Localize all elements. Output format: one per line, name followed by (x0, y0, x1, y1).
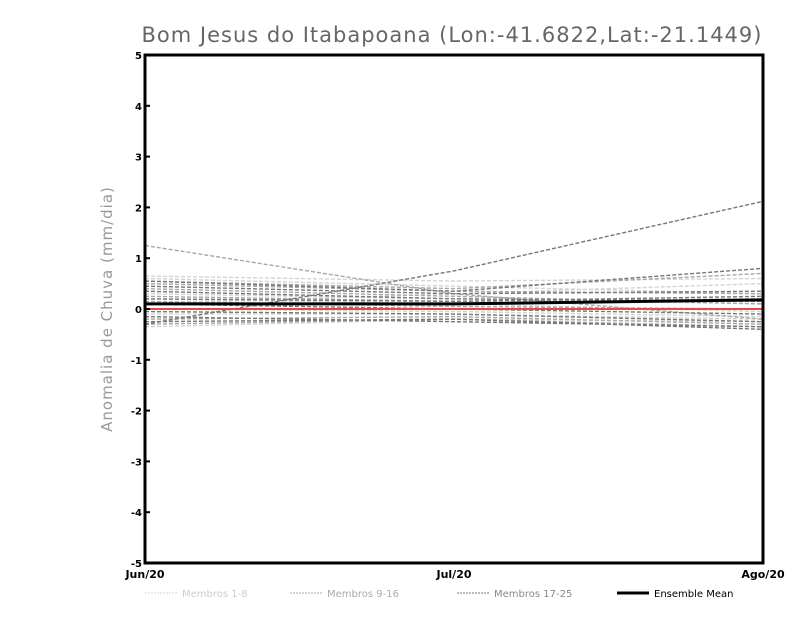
x-tick-label: Jul/20 (435, 568, 471, 581)
member-line-2-3 (144, 295, 764, 303)
legend-label: Membros 17-25 (494, 589, 572, 600)
y-tick-label: 0 (135, 305, 142, 316)
y-tick-label: 5 (135, 51, 142, 62)
y-tick-label: 3 (135, 153, 142, 164)
member-line-2-2 (144, 285, 764, 295)
y-tick-label: -1 (131, 356, 142, 367)
ensemble-mean-line (145, 298, 764, 306)
member-line-2-5 (144, 318, 764, 331)
chart-title: Bom Jesus do Itabapoana (Lon:-41.6822,La… (142, 23, 763, 47)
member-line-0-0 (144, 275, 764, 282)
legend-label: Membros 9-16 (327, 589, 399, 600)
legend-label: Membros 1-8 (182, 589, 248, 600)
member-line-1-1 (144, 272, 764, 290)
member-line-2-0 (144, 200, 764, 325)
y-tick-label: -3 (131, 457, 142, 468)
member-line-2-7 (144, 290, 764, 303)
legend-label-ensemble: Ensemble Mean (654, 589, 733, 600)
x-tick-label: Ago/20 (741, 568, 785, 581)
y-axis-label: Anomalia de Chuva (mm/dia) (98, 186, 116, 432)
y-tick-label: 1 (135, 254, 142, 265)
member-line-2-1 (144, 267, 764, 292)
y-tick-label: 2 (135, 203, 142, 214)
member-line-2-4 (144, 315, 764, 328)
y-tick-label: -2 (131, 407, 142, 418)
y-tick-label: -4 (131, 508, 142, 519)
y-tick-label: 4 (135, 102, 142, 113)
member-line-2-8 (144, 310, 764, 323)
member-line-0-1 (144, 277, 764, 295)
member-line-1-4 (144, 287, 764, 305)
x-tick-label: Jun/20 (124, 568, 164, 581)
y-tick-label: -5 (131, 559, 142, 570)
